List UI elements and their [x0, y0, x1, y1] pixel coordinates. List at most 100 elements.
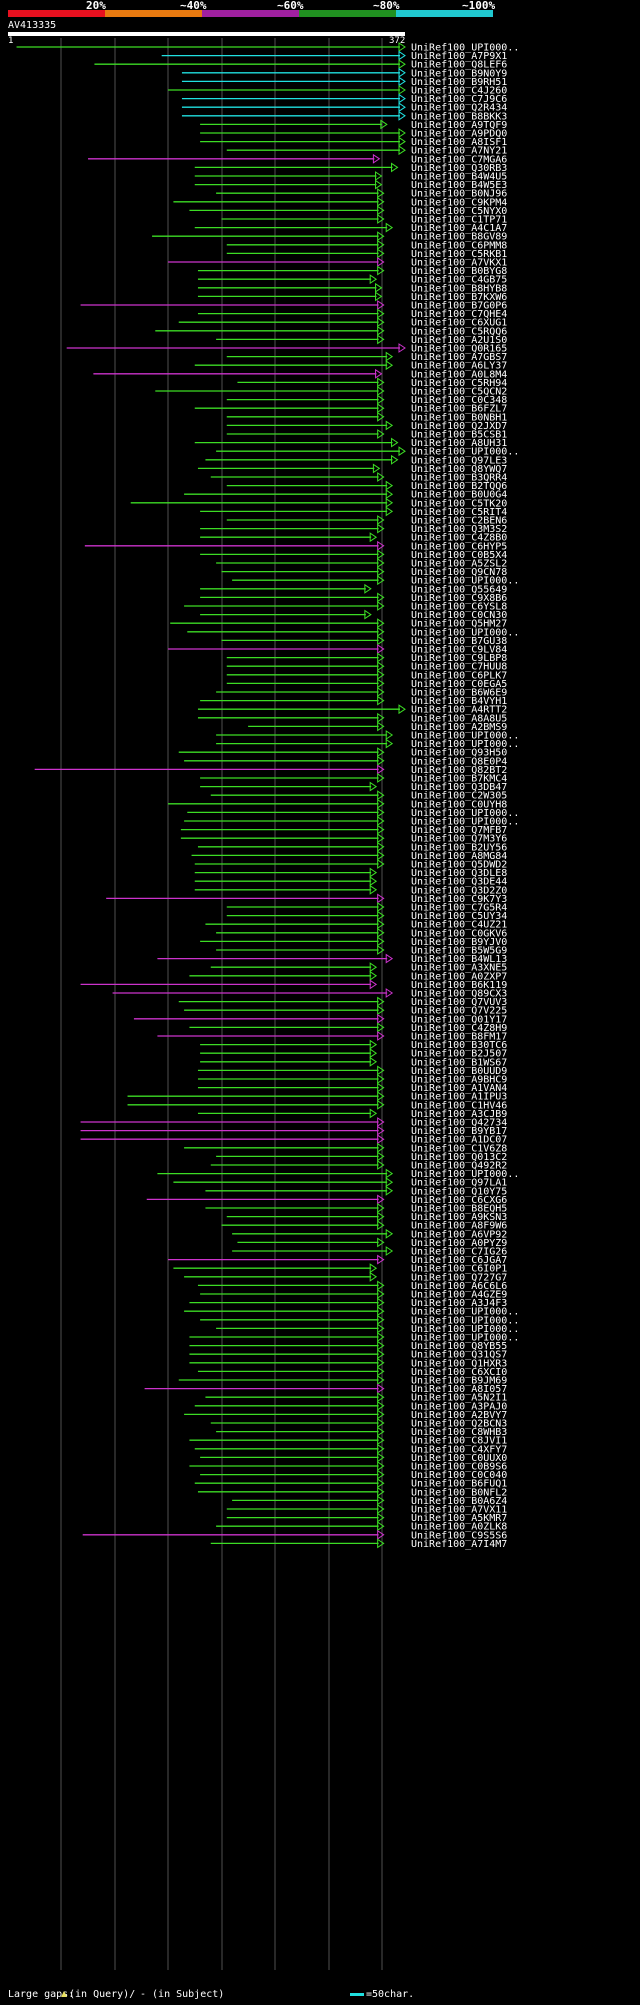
hit-row[interactable]: UniRef100_Q7VUV3: [178, 996, 508, 1008]
hit-label[interactable]: UniRef100_C0B5X4: [411, 550, 507, 561]
hit-row[interactable]: UniRef100_A7NY21: [226, 145, 508, 157]
hit-label[interactable]: UniRef100_B0NFL2: [411, 1487, 507, 1498]
hit-label[interactable]: UniRef100_Q3D2Z0: [411, 885, 507, 896]
hit-label[interactable]: UniRef100_B0U0G4: [411, 490, 507, 501]
hit-row[interactable]: UniRef100_C7IG26: [232, 1246, 507, 1258]
hit-row[interactable]: UniRef100_C6XUG1: [178, 317, 508, 329]
hit-label[interactable]: UniRef100_C0GKV6: [411, 928, 507, 939]
hit-row[interactable]: UniRef100_B5W5G9: [216, 945, 507, 957]
hit-label[interactable]: UniRef100_C4J260: [411, 86, 507, 97]
hit-label[interactable]: UniRef100_Q3DE44: [411, 877, 507, 888]
hit-row[interactable]: UniRef100_B9JM69: [178, 1375, 508, 1387]
hit-row[interactable]: UniRef100_A3XNE5: [210, 962, 508, 974]
hit-label[interactable]: UniRef100_A9TQF9: [411, 120, 507, 131]
hit-label[interactable]: UniRef100_C0C348: [411, 395, 507, 406]
hit-row[interactable]: UniRef100_A9KSN3: [226, 1211, 508, 1223]
hit-row[interactable]: UniRef100_C7HUU8: [226, 661, 508, 673]
hit-label[interactable]: UniRef100_C4UZ21: [411, 920, 507, 931]
hit-row[interactable]: UniRef100_B0NBH1: [226, 411, 508, 423]
hit-row[interactable]: UniRef100_B4W4U5: [194, 171, 508, 183]
hit-row[interactable]: UniRef100_C7J9C6: [181, 93, 507, 105]
hit-row[interactable]: UniRef100_B30TC6: [200, 1039, 507, 1051]
hit-label[interactable]: UniRef100_C5RIT4: [411, 507, 507, 518]
hit-label[interactable]: UniRef100_B3QRR4: [411, 473, 507, 484]
hit-label[interactable]: UniRef100_A1IPU3: [411, 1092, 507, 1103]
hit-label[interactable]: UniRef100_C4XFY7: [411, 1444, 507, 1455]
hit-label[interactable]: UniRef100_C9KPM4: [411, 197, 507, 208]
hit-label[interactable]: UniRef100_C7IG26: [411, 1247, 507, 1258]
hit-label[interactable]: UniRef100_UPI000..: [411, 1324, 519, 1335]
hit-label[interactable]: UniRef100_A8A8U5: [411, 713, 507, 724]
hit-row[interactable]: UniRef100_B2TQQ6: [226, 480, 508, 492]
hit-row[interactable]: UniRef100_C5RH94: [237, 377, 507, 389]
hit-label[interactable]: UniRef100_C6XUG1: [411, 318, 507, 329]
hit-label[interactable]: UniRef100_B6K119: [411, 980, 507, 991]
hit-label[interactable]: UniRef100_C7MGA6: [411, 154, 507, 165]
hit-row[interactable]: UniRef100_Q2JXD7: [226, 420, 508, 432]
hit-label[interactable]: UniRef100_B0UUD9: [411, 1066, 507, 1077]
hit-label[interactable]: UniRef100_A7P9X1: [411, 51, 507, 62]
hit-label[interactable]: UniRef100_A2BMS9: [411, 722, 507, 733]
hit-label[interactable]: UniRef100_C5NYX0: [411, 206, 507, 217]
hit-row[interactable]: UniRef100_C9X8B6: [200, 592, 507, 604]
hit-row[interactable]: UniRef100_A4RTT2: [197, 704, 507, 716]
hit-label[interactable]: UniRef100_A5N2I1: [411, 1393, 507, 1404]
hit-label[interactable]: UniRef100_UPI000..: [411, 576, 519, 587]
hit-label[interactable]: UniRef100_A7VKX1: [411, 258, 507, 269]
hit-row[interactable]: UniRef100_Q2BCN3: [210, 1418, 508, 1430]
hit-row[interactable]: UniRef100_C5UY34: [226, 910, 508, 922]
hit-row[interactable]: UniRef100_A3CJB9: [197, 1108, 507, 1120]
hit-row[interactable]: UniRef100_A2BMS9: [248, 721, 507, 733]
hit-label[interactable]: UniRef100_A1DC07: [411, 1135, 507, 1146]
hit-row[interactable]: UniRef100_C6XCI0: [197, 1366, 507, 1378]
hit-row[interactable]: UniRef100_B9YJV0: [200, 936, 507, 948]
hit-row[interactable]: UniRef100_C9S5S6: [82, 1529, 508, 1541]
hit-row[interactable]: UniRef100_Q2R434: [181, 102, 507, 114]
hit-label[interactable]: UniRef100_B4W5E3: [411, 180, 507, 191]
hit-row[interactable]: UniRef100_C0UYH8: [168, 798, 507, 810]
hit-label[interactable]: UniRef100_UPI000..: [411, 1169, 519, 1180]
hit-row[interactable]: UniRef100_C6PLK7: [226, 669, 508, 681]
hit-row[interactable]: UniRef100_A9BHC9: [197, 1074, 507, 1086]
hit-row[interactable]: UniRef100_UPI000..: [216, 738, 519, 750]
hit-label[interactable]: UniRef100_B0NBH1: [411, 412, 507, 423]
hit-label[interactable]: UniRef100_C0B9S6: [411, 1462, 507, 1473]
hit-row[interactable]: UniRef100_A5KMR7: [226, 1512, 508, 1524]
hit-row[interactable]: UniRef100_C2W305: [210, 790, 508, 802]
hit-row[interactable]: UniRef100_Q97LA1: [173, 1177, 507, 1189]
hit-row[interactable]: UniRef100_A0PYZ9: [237, 1237, 507, 1249]
hit-row[interactable]: UniRef100_C7G5R4: [226, 902, 508, 914]
hit-label[interactable]: UniRef100_B8EQH5: [411, 1204, 507, 1215]
hit-row[interactable]: UniRef100_C6JGA7: [168, 1254, 507, 1266]
hit-label[interactable]: UniRef100_A4GZE9: [411, 1290, 507, 1301]
hit-row[interactable]: UniRef100_UPI000..: [184, 816, 519, 828]
hit-row[interactable]: UniRef100_B0A6Z4: [232, 1495, 507, 1507]
hit-row[interactable]: UniRef100_B9N0Y9: [181, 67, 507, 79]
hit-row[interactable]: UniRef100_C6CXG6: [146, 1194, 508, 1206]
hit-row[interactable]: UniRef100_C5RIT4: [200, 506, 507, 518]
hit-row[interactable]: UniRef100_B6W6E9: [216, 687, 507, 699]
hit-label[interactable]: UniRef100_Q7V225: [411, 1006, 507, 1017]
hit-label[interactable]: UniRef100_A5ZSL2: [411, 559, 507, 570]
hit-label[interactable]: UniRef100_Q8YB55: [411, 1341, 507, 1352]
hit-row[interactable]: UniRef100_B4VYH1: [200, 695, 507, 707]
hit-row[interactable]: UniRef100_C8JVI1: [189, 1435, 507, 1447]
hit-row[interactable]: UniRef100_Q7M3Y6: [180, 833, 507, 845]
hit-label[interactable]: UniRef100_B8HYB8: [411, 283, 507, 294]
hit-row[interactable]: UniRef100_Q3M3S2: [200, 523, 507, 535]
hit-row[interactable]: UniRef100_C9LV84: [168, 644, 507, 656]
hit-label[interactable]: UniRef100_C6CXG6: [411, 1195, 507, 1206]
hit-label[interactable]: UniRef100_B5W5G9: [411, 946, 507, 957]
hit-label[interactable]: UniRef100_C5RKB1: [411, 249, 507, 260]
hit-label[interactable]: UniRef100_B4WL13: [411, 954, 507, 965]
hit-label[interactable]: UniRef100_C6HYP5: [411, 541, 507, 552]
hit-label[interactable]: UniRef100_Q2R434: [411, 103, 507, 114]
hit-row[interactable]: UniRef100_B2J507: [200, 1048, 507, 1060]
hit-row[interactable]: UniRef100_C6I0P1: [173, 1263, 507, 1275]
hit-label[interactable]: UniRef100_Q8YWQ7: [411, 464, 507, 475]
hit-row[interactable]: UniRef100_C0B9S6: [189, 1461, 507, 1473]
hit-row[interactable]: UniRef100_Q8YWQ7: [197, 463, 507, 475]
hit-label[interactable]: UniRef100_C1TP71: [411, 215, 507, 226]
hit-label[interactable]: UniRef100_Q10Y75: [411, 1186, 507, 1197]
hit-label[interactable]: UniRef100_Q8E0P4: [411, 756, 507, 767]
